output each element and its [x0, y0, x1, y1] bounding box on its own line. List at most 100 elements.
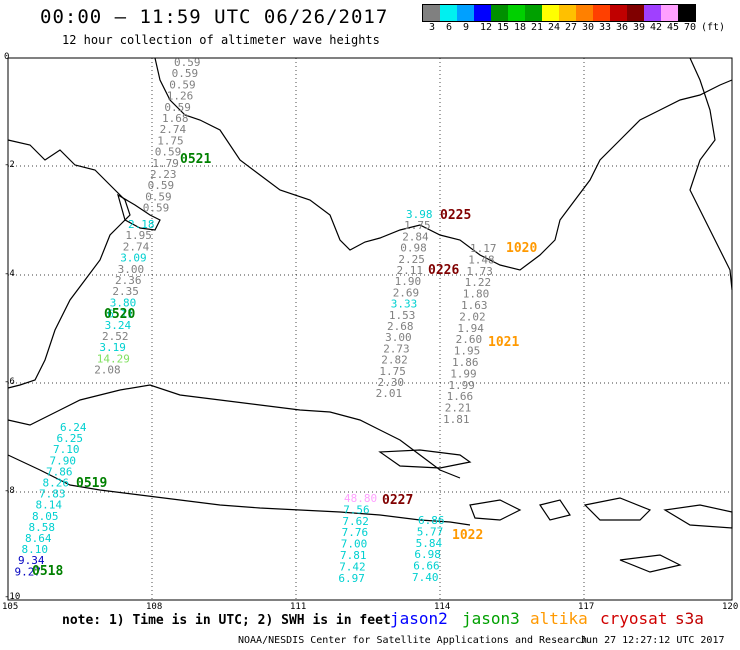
scale-label: 36 [616, 22, 629, 33]
altimeter-tracks: 0.590.590.591.260.591.682.741.750.591.79… [15, 56, 538, 585]
wave-height-label: 3.00 [385, 331, 412, 344]
wave-height-label: 14.29 [97, 352, 130, 365]
wave-height-label: 2.68 [387, 320, 414, 333]
wave-height-label: 1.80 [463, 288, 490, 301]
pass-id-label: 1020 [506, 241, 537, 256]
x-tick-105: 105 [2, 602, 19, 612]
wave-height-label: 0.59 [155, 146, 182, 159]
wave-height-label: 7.00 [341, 538, 368, 551]
wave-height-label: 5.84 [416, 537, 443, 550]
wave-height-label: 2.02 [459, 310, 486, 323]
credit-line: NOAA/NESDIS Center for Satellite Applica… [238, 635, 588, 646]
wave-height-label: 1.94 [457, 322, 484, 335]
wave-height-label: 1.75 [404, 219, 431, 232]
wave-height-label: 2.18 [128, 218, 155, 231]
pass-id-label: 0519 [76, 476, 107, 491]
y-tick-10: -10 [4, 592, 21, 602]
scale-label: 30 [582, 22, 595, 33]
scale-swatch [525, 5, 542, 21]
x-tick-117: 117 [578, 602, 595, 612]
pass-id-label: 1022 [452, 528, 483, 543]
x-tick-111: 111 [290, 602, 307, 612]
legend-altika: altika [530, 609, 588, 628]
timestamp: Jun 27 12:27:12 UTC 2017 [580, 635, 725, 646]
wave-height-label: 1.22 [465, 276, 492, 289]
wave-height-label: 2.73 [383, 342, 410, 355]
scale-swatch [457, 5, 474, 21]
wave-height-label: 7.90 [50, 454, 77, 467]
wave-height-label: 1.68 [162, 112, 189, 125]
wave-height-label: 48.80 [344, 492, 377, 505]
wave-height-label: 3.00 [118, 263, 145, 276]
wave-height-label: 2.23 [150, 168, 177, 181]
map-title: 00:00 – 11:59 UTC 06/26/2017 [40, 6, 389, 28]
pass-id-label: 0225 [440, 208, 471, 223]
wave-height-label: 7.62 [342, 515, 369, 528]
wave-height-label: 1.95 [125, 229, 151, 242]
pass-id-label: 0226 [428, 263, 459, 278]
scale-swatch [474, 5, 491, 21]
scale-label: 12 [480, 22, 493, 33]
wave-height-label: 0.59 [143, 202, 170, 215]
wave-height-label: 6.11 [107, 308, 134, 321]
x-tick-120: 120 [722, 602, 739, 612]
scale-label: 42 [650, 22, 663, 33]
wave-height-label: 2.30 [378, 376, 405, 389]
pass-id-label: 0521 [180, 152, 211, 167]
legend-jason3: jason3 [462, 609, 520, 628]
wave-height-label: 7.40 [412, 571, 439, 584]
scale-swatch [678, 5, 695, 21]
wave-height-label: 1.75 [379, 365, 406, 378]
wave-height-label: 2.35 [112, 285, 138, 298]
wave-height-label: 0.98 [400, 242, 427, 255]
y-tick-0: 0 [4, 52, 10, 62]
scale-swatch [593, 5, 610, 21]
scale-label: 39 [633, 22, 646, 33]
scale-label: 18 [514, 22, 527, 33]
wave-height-label: 6.98 [414, 548, 441, 561]
wave-height-label: 7.10 [53, 443, 80, 456]
scale-label: 45 [667, 22, 680, 33]
wave-height-label: 8.14 [36, 499, 63, 512]
map-subtitle: 12 hour collection of altimeter wave hei… [62, 33, 380, 47]
scale-label: 9 [463, 22, 470, 33]
scale-label: 3 [429, 22, 436, 33]
legend-s3a: s3a [675, 609, 704, 628]
wave-height-label: 8.05 [32, 510, 59, 523]
wave-height-label: 0.59 [164, 101, 191, 114]
scale-swatch [644, 5, 661, 21]
wave-height-label: 2.82 [381, 354, 408, 367]
wave-height-label: 2.01 [376, 387, 403, 400]
scale-swatch [542, 5, 559, 21]
wave-height-label: 8.64 [25, 532, 52, 545]
wave-height-label: 2.08 [94, 364, 121, 377]
coastlines [7, 57, 733, 573]
legend-jason2: jason2 [390, 609, 448, 628]
scale-label: 24 [548, 22, 561, 33]
wave-height-label: 7.83 [39, 488, 66, 501]
pass-id-label: 0227 [382, 493, 413, 508]
wave-height-label: 1.99 [448, 379, 475, 392]
wave-height-label: 2.74 [160, 123, 187, 136]
footnote: note: 1) Time is in UTC; 2) SWH is in fe… [62, 613, 391, 628]
scale-swatch [423, 5, 440, 21]
color-scale-bar [422, 4, 696, 22]
wave-height-label: 7.81 [340, 549, 367, 562]
legend-cryosat: cryosat [600, 609, 668, 628]
scale-label: 6 [446, 22, 453, 33]
wave-height-label: 2.69 [393, 286, 420, 299]
pass-id-label: 0518 [32, 564, 63, 579]
wave-height-label: 8.26 [43, 477, 70, 490]
wave-height-label: 1.79 [152, 157, 179, 170]
wave-height-label: 2.60 [456, 333, 483, 346]
wave-height-label: 1.81 [443, 413, 470, 426]
wave-height-label: 3.33 [391, 298, 418, 311]
y-tick-2: -2 [4, 160, 15, 170]
wave-height-label: 1.53 [389, 309, 416, 322]
wave-height-label: 6.97 [338, 572, 365, 585]
wave-height-label: 6.25 [57, 432, 84, 445]
wave-height-label: 1.63 [461, 299, 488, 312]
wave-height-label: 2.52 [102, 330, 129, 343]
wave-height-label: 2.36 [115, 274, 142, 287]
